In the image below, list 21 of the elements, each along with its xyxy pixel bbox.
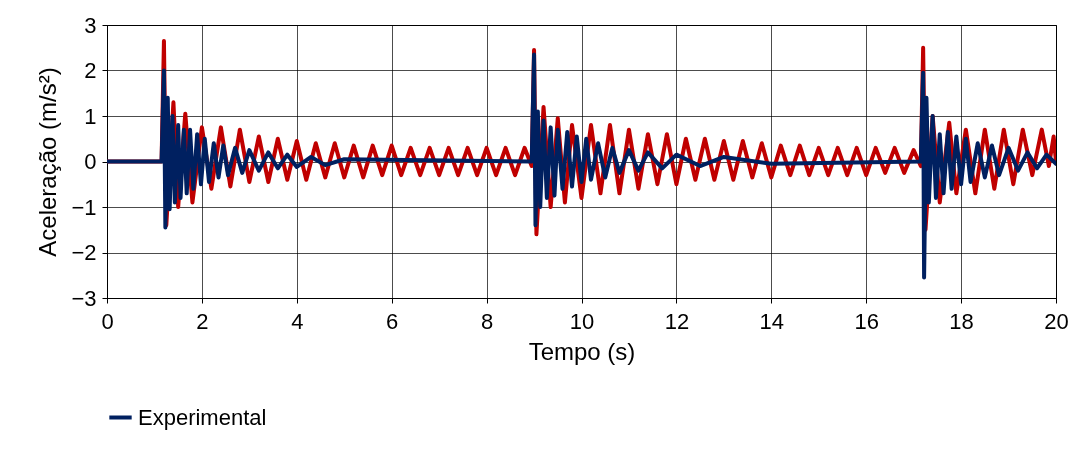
x-axis-title: Tempo (s)	[528, 337, 636, 365]
x-tick-label: 8	[480, 308, 494, 334]
y-tick-label: 2	[84, 58, 97, 83]
y-tick-label: 0	[84, 149, 97, 174]
y-axis-title: Aceleração (m/s²)	[34, 67, 62, 257]
x-tick-label: 4	[291, 308, 304, 334]
legend-label: Experimental	[138, 404, 267, 430]
x-tick-label: 6	[386, 308, 399, 334]
x-tick-label: 2	[196, 308, 209, 334]
y-tick-label: 3	[84, 12, 97, 38]
x-tick-label: 18	[949, 308, 974, 334]
y-tick-label: 1	[84, 103, 97, 129]
x-tick-label: 16	[854, 308, 879, 334]
y-tick-label: −1	[71, 194, 97, 220]
y-tick-label: −2	[71, 240, 97, 265]
x-tick-label: 12	[664, 308, 690, 334]
x-tick-label: 14	[759, 308, 785, 334]
x-tick-label: 20	[1044, 308, 1069, 334]
x-tick-label: 0	[101, 308, 114, 334]
y-tick-label: −3	[71, 285, 97, 311]
x-tick-label: 10	[569, 308, 595, 334]
